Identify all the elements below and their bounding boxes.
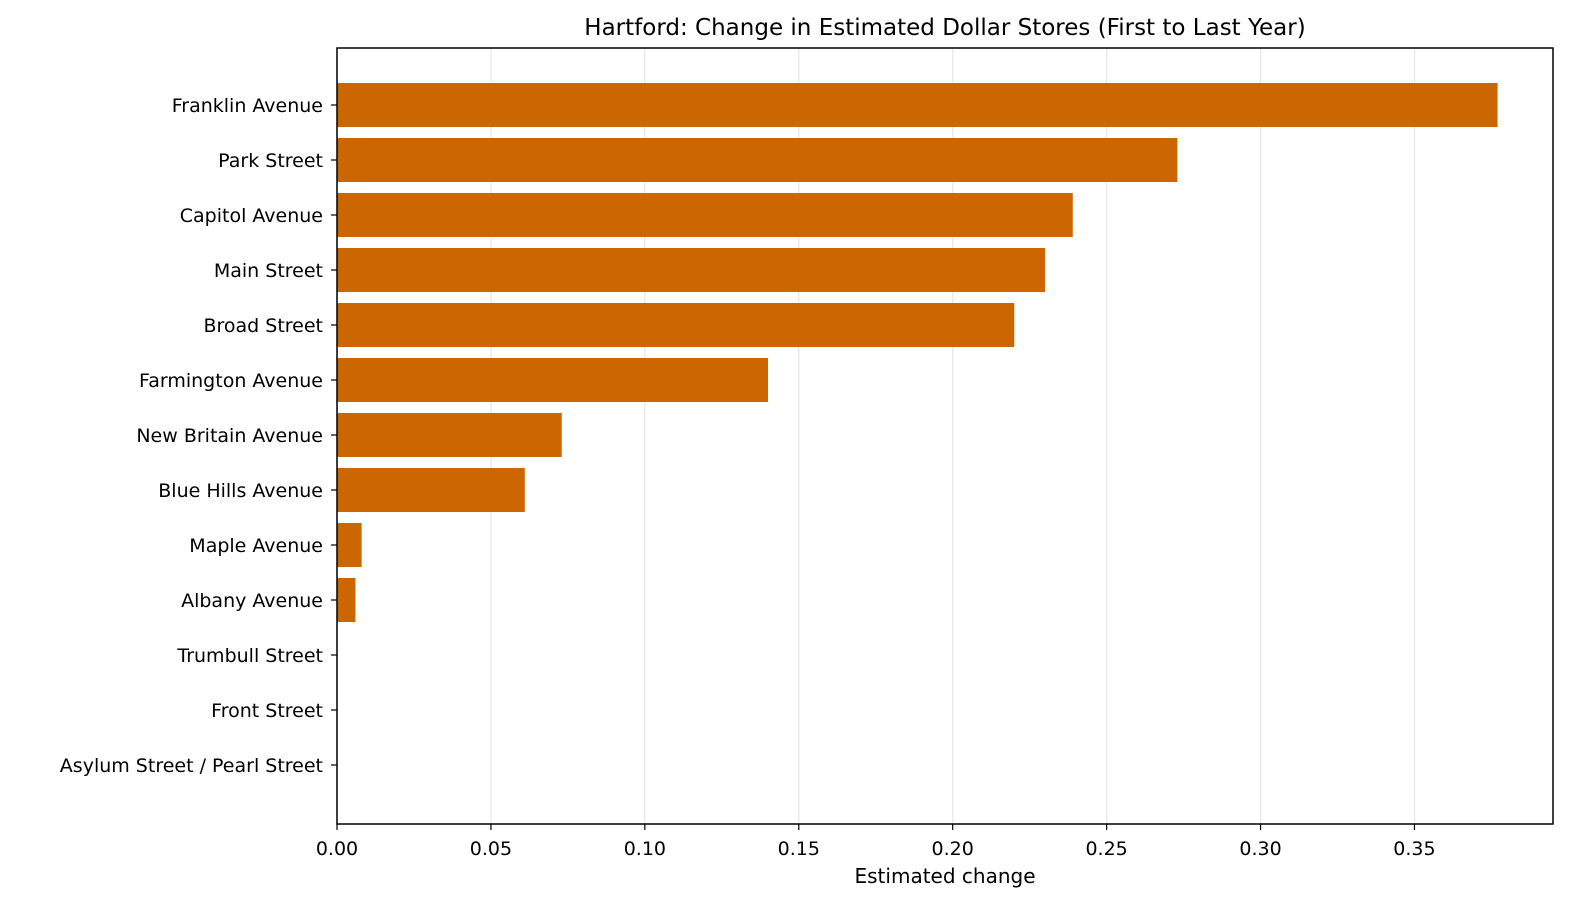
x-tick-label: 0.00 [316, 838, 358, 860]
bar [337, 358, 768, 402]
y-tick-label: Farmington Avenue [139, 370, 323, 392]
x-tick-label: 0.25 [1085, 838, 1127, 860]
x-tick-label: 0.10 [624, 838, 666, 860]
y-tick-label: Trumbull Street [176, 645, 323, 667]
y-tick-label: Blue Hills Avenue [158, 480, 323, 502]
x-tick-label: 0.05 [470, 838, 512, 860]
x-tick-label: 0.35 [1393, 838, 1435, 860]
y-tick-label: Main Street [214, 260, 323, 282]
bar [337, 413, 562, 457]
bar [337, 193, 1073, 237]
y-tick-label: Franklin Avenue [172, 95, 323, 117]
bar [337, 303, 1015, 347]
x-axis-label: Estimated change [855, 864, 1036, 888]
y-axis: Franklin Avenue Park Street Capitol Avenue… [60, 95, 337, 777]
y-tick-label: Park Street [218, 150, 323, 172]
y-tick-label: Capitol Avenue [180, 205, 323, 227]
y-tick-label: Front Street [211, 700, 323, 722]
y-tick-label: Albany Avenue [181, 590, 323, 612]
bar [337, 248, 1046, 292]
chart-title: Hartford: Change in Estimated Dollar Sto… [584, 15, 1305, 41]
bar [337, 138, 1178, 182]
x-tick-label: 0.15 [778, 838, 820, 860]
y-tick-label: Asylum Street / Pearl Street [60, 755, 323, 777]
bars [337, 83, 1498, 622]
x-tick-label: 0.30 [1239, 838, 1281, 860]
x-tick-label: 0.20 [932, 838, 974, 860]
bar [337, 523, 362, 567]
plot-frame [336, 47, 1554, 825]
bar [337, 578, 356, 622]
bar [337, 468, 525, 512]
bar [337, 83, 1498, 127]
y-tick-label: New Britain Avenue [136, 425, 323, 447]
y-tick-label: Maple Avenue [189, 535, 323, 557]
x-axis: 0.00 0.05 0.10 0.15 0.20 0.25 0.30 0.35 [316, 824, 1436, 860]
y-tick-label: Broad Street [203, 315, 323, 337]
